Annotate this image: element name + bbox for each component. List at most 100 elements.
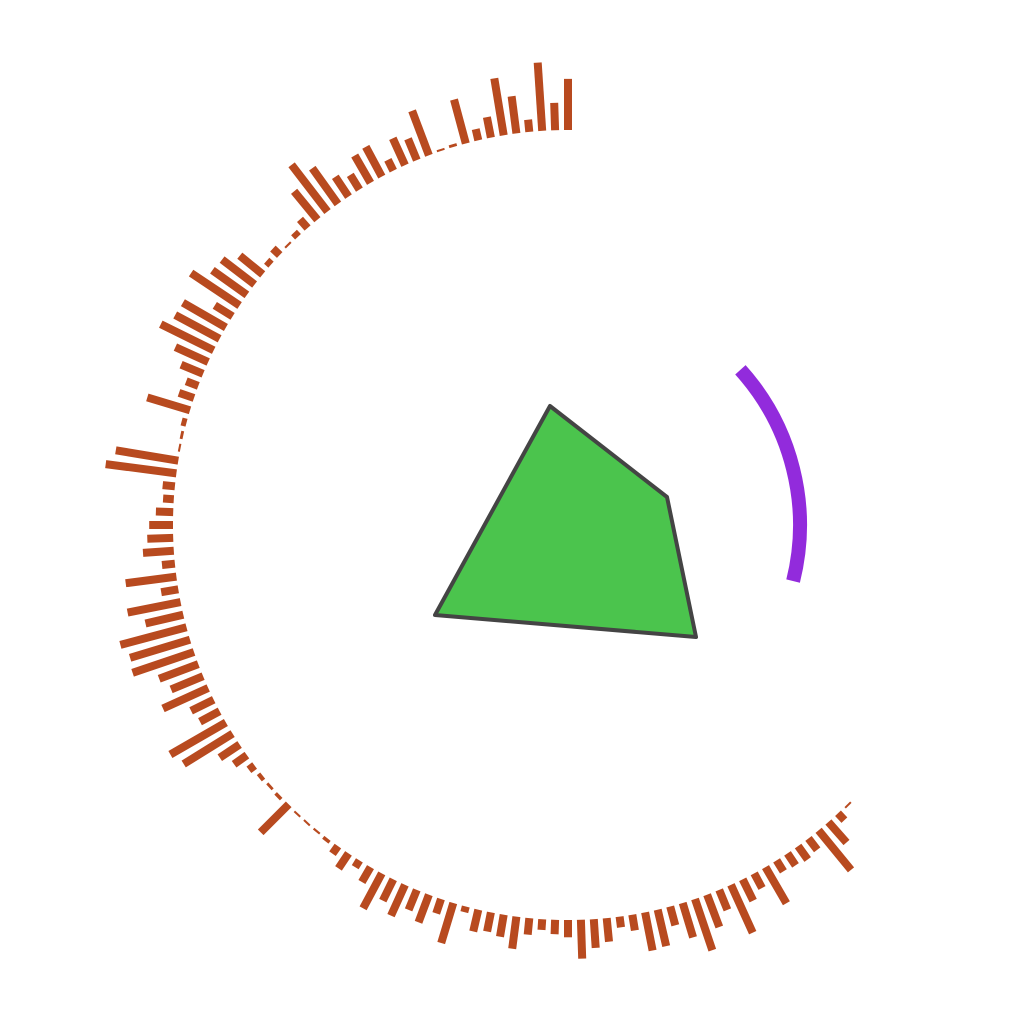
ring-tick — [173, 343, 210, 366]
ring-tick — [331, 174, 352, 199]
ring-tick — [448, 143, 458, 149]
ring-tick — [312, 827, 321, 835]
ring-tick — [161, 684, 210, 713]
ring-tick — [162, 494, 175, 504]
ring-tick — [414, 893, 433, 924]
ring-tick — [835, 810, 848, 823]
ring-tick — [805, 835, 821, 853]
ring-tick — [303, 819, 311, 827]
ring-tick — [309, 165, 342, 207]
ring-tick — [184, 377, 200, 390]
ring-tick — [219, 256, 258, 288]
ring-tick — [256, 772, 266, 782]
ring-tick — [160, 585, 179, 597]
ring-tick — [169, 672, 205, 694]
ring-tick — [180, 417, 188, 427]
ring-tick — [346, 172, 363, 192]
ring-tick — [358, 865, 374, 884]
ring-tick — [180, 299, 228, 331]
ring-tick — [162, 481, 176, 491]
ring-tick — [291, 188, 321, 223]
ring-tick — [739, 877, 757, 903]
ring-tick — [237, 252, 266, 278]
ring-tick — [161, 559, 176, 569]
ring-tick — [703, 893, 724, 929]
ring-tick — [284, 241, 292, 249]
ring-tick — [119, 623, 188, 649]
ring-tick — [691, 897, 717, 952]
ring-tick — [666, 905, 680, 927]
ring-tick — [844, 801, 852, 809]
ring-tick — [198, 707, 222, 726]
ring-tick — [157, 660, 200, 683]
ring-tick — [715, 888, 732, 912]
ring-tick — [469, 908, 483, 933]
ring-tick — [550, 102, 560, 131]
ring-tick — [508, 916, 521, 950]
ring-tick — [576, 919, 587, 959]
ring-tick — [537, 918, 547, 931]
ring-tick — [322, 835, 331, 844]
ring-tick — [460, 905, 470, 914]
ring-tick — [384, 158, 397, 173]
ring-tick — [825, 819, 850, 846]
ring-tick — [404, 888, 421, 912]
ring-tick — [125, 572, 177, 588]
ring-tick — [490, 77, 508, 136]
ring-tick — [257, 801, 292, 836]
ring-tick — [615, 916, 625, 928]
ring-tick — [177, 389, 196, 402]
ring-tick — [482, 116, 495, 139]
ring-tick — [523, 917, 534, 935]
ring-tick — [794, 843, 811, 862]
ring-tick — [387, 883, 409, 918]
ring-tick — [507, 95, 521, 134]
ring-tick — [288, 162, 331, 215]
ring-tick — [550, 919, 560, 935]
ring-tick — [335, 851, 352, 871]
ring-tick — [727, 883, 757, 935]
ring-tick — [217, 741, 242, 762]
ring-tick — [602, 917, 613, 943]
ring-tick — [297, 216, 311, 231]
ring-tick — [389, 136, 409, 167]
ring-tick — [128, 635, 192, 662]
ring-tick — [142, 546, 175, 557]
ring-tick — [266, 782, 274, 791]
center-quadrilateral — [433, 404, 698, 639]
ring-tick — [181, 730, 235, 768]
ring-tick — [408, 109, 433, 157]
ring-tick — [159, 320, 216, 354]
ring-tick — [291, 229, 301, 240]
ring-tick — [641, 911, 657, 952]
ring-tick — [115, 446, 179, 465]
ring-tick — [815, 827, 855, 873]
ring-tick — [762, 865, 790, 906]
ring-tick — [653, 908, 671, 948]
ring-tick — [168, 719, 228, 758]
ring-tick — [471, 128, 483, 142]
ring-tick — [379, 877, 397, 903]
ring-tick — [628, 914, 639, 932]
ring-tick — [784, 851, 799, 868]
ring-tick — [144, 610, 185, 628]
ring-tick — [231, 751, 250, 768]
ring-tick — [189, 696, 216, 715]
ring-tick — [432, 897, 445, 915]
ring-tick — [293, 810, 301, 818]
ring-tick — [351, 153, 374, 185]
ring-tick — [105, 460, 177, 478]
ring-tick — [437, 901, 458, 945]
ring-tick — [589, 918, 600, 949]
ring-tick — [773, 858, 787, 874]
ring-tick — [436, 147, 445, 153]
ring-tick — [678, 901, 697, 939]
ring-tick — [404, 137, 421, 162]
ring-tick — [483, 911, 495, 933]
ring-tick — [210, 266, 250, 299]
ring-tick — [329, 843, 342, 857]
ring-tick — [450, 98, 470, 145]
ring-tick — [362, 144, 386, 179]
ring-tick — [131, 648, 196, 677]
